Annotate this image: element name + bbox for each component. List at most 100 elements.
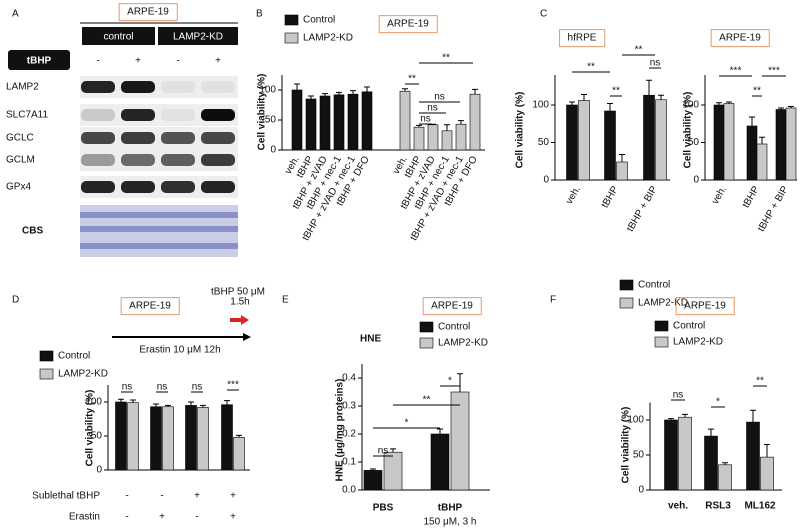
group-box (82, 27, 155, 45)
y-axis-label: HNE (μg/mg proteins) (335, 379, 346, 482)
error-bar (308, 95, 314, 99)
y-tick-label: 0 (693, 175, 699, 186)
category-note: 150 μM, 3 h (423, 517, 476, 528)
title: ARPE-19 (129, 301, 171, 312)
y-tick-label: 100 (682, 100, 699, 111)
bar (756, 143, 768, 181)
y-tick-label: 50 (538, 137, 550, 148)
significance: ** (756, 376, 764, 387)
y-tick-label: 50 (265, 115, 277, 126)
heading: HNE (360, 334, 381, 345)
blot-strip (80, 176, 238, 198)
significance: * (716, 397, 720, 408)
error-bar (236, 434, 242, 438)
error-bar (726, 101, 732, 104)
error-bar (153, 403, 159, 407)
y-tick-label: 50 (91, 431, 103, 442)
bar (785, 107, 797, 181)
group-label: control (103, 32, 133, 43)
significance: * (448, 376, 452, 387)
band (161, 109, 195, 121)
error-bar (749, 116, 755, 126)
treatment-sign: - (96, 56, 99, 67)
y-tick-label: 0 (96, 465, 102, 476)
band (121, 109, 155, 121)
significance: ns (378, 446, 389, 457)
error-bar (668, 418, 674, 420)
significance: *** (768, 66, 780, 77)
legend-label: LAMP2-KD (673, 337, 723, 348)
legend-swatch (39, 350, 54, 362)
error-bar (322, 93, 328, 96)
pulse-time: 1.5h (230, 297, 249, 308)
error-bar (224, 400, 230, 405)
row-label: SLC7A11 (6, 110, 49, 121)
bar (643, 94, 655, 181)
row-label: CBS (22, 226, 43, 237)
bar (604, 110, 616, 181)
bar (363, 470, 383, 491)
panel-label: D (12, 295, 19, 306)
error-bar (778, 107, 784, 110)
x-tick-label: tBHP (600, 184, 621, 210)
title-box (120, 297, 180, 316)
x-tick-label: tBHP + BIP (756, 184, 791, 234)
title: ARPE-19 (719, 33, 761, 44)
legend-swatch (284, 32, 299, 44)
significance: ** (612, 86, 620, 97)
band (161, 181, 195, 193)
significance: ns (157, 382, 168, 393)
significance: *** (730, 66, 742, 77)
significance: ** (408, 74, 416, 85)
x-tick-label: RSL3 (705, 501, 731, 512)
bar (655, 99, 667, 181)
treatment-sign: + (215, 56, 221, 67)
significance: ns (192, 382, 203, 393)
pulse-arrowhead (241, 315, 249, 325)
x-tick-label: PBS (373, 503, 394, 514)
row-sign: + (230, 491, 236, 502)
bar (127, 402, 139, 471)
legend-swatch (39, 368, 54, 380)
stain-band (80, 243, 238, 249)
error-bar (722, 462, 728, 465)
band (81, 154, 115, 166)
band (121, 132, 155, 144)
significance: ns (122, 382, 133, 393)
legend-swatch (654, 320, 669, 332)
x-tick-label: ML162 (744, 501, 776, 512)
band (121, 181, 155, 193)
legend-label: Control (673, 321, 705, 332)
error-bar (457, 373, 463, 392)
legend-swatch (654, 336, 669, 348)
legend-label: LAMP2-KD (638, 298, 688, 309)
bar (760, 456, 774, 491)
y-axis-label: Cell viability (%) (515, 92, 526, 169)
bar (162, 406, 174, 471)
error-bar (658, 94, 664, 100)
bar (399, 90, 411, 151)
bar (450, 391, 470, 491)
legend-label: Control (438, 322, 470, 333)
row-label: GPx4 (6, 182, 31, 193)
stain-band (80, 212, 238, 218)
title-box (422, 297, 482, 316)
bar (441, 130, 453, 151)
treatment-sign: - (176, 56, 179, 67)
x-tick-label: tBHP + BIP (625, 184, 660, 234)
error-bar (416, 124, 422, 128)
band (81, 81, 115, 93)
blot-strip (80, 76, 238, 98)
legend-swatch (619, 279, 634, 291)
bar (233, 437, 245, 471)
blot-strip (80, 104, 238, 126)
title-box (675, 297, 735, 316)
band (201, 132, 235, 144)
bar (469, 93, 481, 151)
x-tick-label: veh. (710, 184, 729, 206)
significance: * (405, 418, 409, 429)
error-bar (788, 106, 794, 108)
error-bar (437, 428, 443, 434)
bar (664, 419, 678, 491)
